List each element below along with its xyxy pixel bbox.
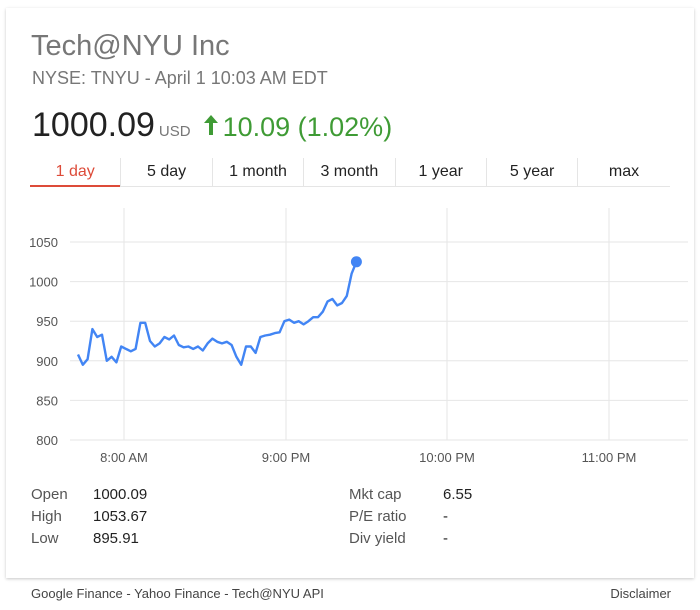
tab-5-day[interactable]: 5 day (121, 158, 213, 186)
tab-1-month[interactable]: 1 month (213, 158, 305, 186)
stat-value: 895.91 (93, 530, 139, 547)
stat-value: - (443, 508, 448, 525)
range-tabs: 1 day 5 day 1 month 3 month 1 year 5 yea… (30, 158, 670, 187)
stat-div-yield: Div yield - (349, 530, 448, 547)
y-tick-label: 900 (36, 354, 58, 369)
stat-label: P/E ratio (349, 508, 407, 525)
stat-mkt-cap: Mkt cap 6.55 (349, 486, 472, 503)
x-tick-label: 11:00 PM (582, 450, 637, 465)
x-tick-label: 10:00 PM (419, 450, 475, 465)
stat-pe-ratio: P/E ratio - (349, 508, 448, 525)
currency-label: USD (158, 123, 191, 140)
y-tick-label: 950 (36, 314, 58, 329)
tab-3-month[interactable]: 3 month (304, 158, 396, 186)
stat-label: Open (31, 486, 68, 503)
stat-value: - (443, 530, 448, 547)
y-tick-label: 850 (36, 393, 58, 408)
tab-max[interactable]: max (608, 163, 640, 180)
company-name: Tech@NYU Inc (31, 30, 230, 62)
price-change: 10.09 (1.02%) (222, 112, 393, 142)
last-price-dot (350, 256, 362, 268)
stat-label: High (31, 508, 62, 525)
stat-value: 6.55 (443, 486, 473, 503)
stat-low: Low 895.91 (31, 530, 139, 547)
stat-label: Div yield (349, 530, 406, 547)
finance-card: Tech@NYU Inc NYSE: TNYU - April 1 10:03 … (6, 8, 694, 578)
stat-label: Low (31, 530, 59, 547)
stat-high: High 1053.67 (31, 508, 147, 525)
stat-value: 1053.67 (93, 508, 148, 525)
ticker-subtitle: NYSE: TNYU - April 1 10:03 AM EDT (32, 68, 328, 88)
price-line (76, 261, 358, 366)
price-row: 1000.09 USD 10.09 (1.02%) (32, 106, 392, 146)
price-chart: 1050 1000 950 900 850 800 8:00 AM 9:00 PM 10:00 … (29, 208, 688, 465)
stat-open: Open 1000.09 (31, 486, 147, 503)
tab-1-year[interactable]: 1 year (396, 158, 487, 186)
arrow-up-icon (203, 114, 219, 141)
disclaimer-link[interactable]: Disclaimer (610, 586, 671, 601)
x-tick-label: 9:00 PM (262, 450, 310, 465)
stat-value: 1000.09 (93, 486, 148, 503)
y-tick-label: 1050 (29, 235, 58, 250)
stat-label: Mkt cap (349, 486, 402, 503)
y-tick-label: 800 (36, 433, 58, 448)
source-links[interactable]: Google Finance - Yahoo Finance - Tech@NY… (31, 586, 324, 601)
y-tick-label: 1000 (29, 275, 58, 290)
tab-5-year[interactable]: 5 year (487, 158, 579, 186)
footer: Google Finance - Yahoo Finance - Tech@NY… (31, 586, 671, 601)
x-tick-label: 8:00 AM (100, 450, 148, 465)
current-price: 1000.09 (32, 106, 155, 144)
tab-1-day[interactable]: 1 day (30, 158, 122, 187)
